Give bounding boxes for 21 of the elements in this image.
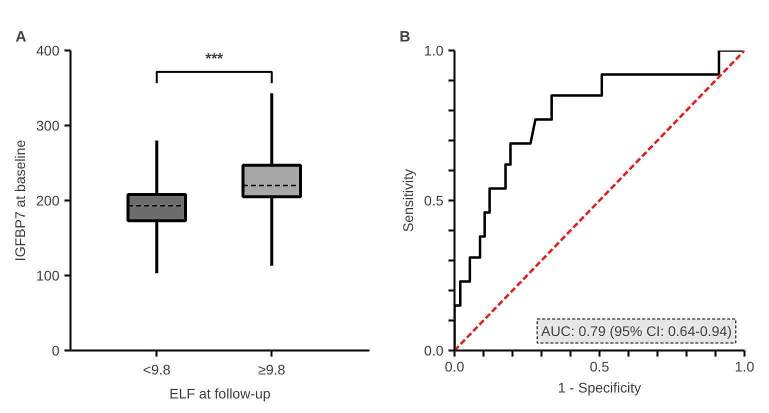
chart-title: A — [16, 28, 26, 46]
y-axis-title: IGFBP7 at baseline — [12, 140, 28, 262]
x-tick-label: ≥9.8 — [258, 362, 286, 378]
chart-title: B — [400, 28, 410, 46]
annotation: AUC: 0.79 (95% CI: 0.64-0.94) — [541, 323, 732, 339]
y-tick-label: 400 — [36, 42, 60, 58]
x-tick-label: 1.0 — [734, 358, 754, 374]
x-tick-label: <9.8 — [142, 362, 171, 378]
annotation: *** — [205, 50, 224, 68]
y-tick-label: 200 — [36, 192, 60, 208]
y-tick-label: 0 — [52, 342, 60, 358]
y-tick-label: 300 — [36, 118, 60, 134]
x-tick-label: 0.0 — [444, 358, 464, 374]
y-tick-label: 1.0 — [424, 42, 444, 58]
y-axis-title: Sensitivity — [400, 168, 416, 232]
y-tick-label: 0.0 — [424, 342, 444, 358]
x-axis-title: 1 - Specificity — [558, 380, 642, 396]
x-tick-label: 0.5 — [590, 358, 610, 374]
y-tick-label: 0.5 — [424, 192, 444, 208]
y-tick-label: 100 — [36, 268, 60, 284]
x-axis-title: ELF at follow-up — [169, 386, 271, 402]
